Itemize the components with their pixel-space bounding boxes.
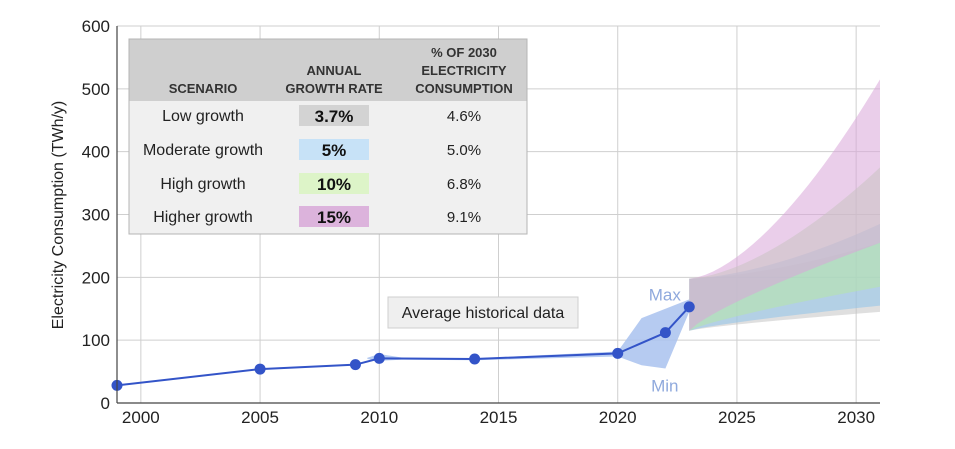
projection-band-3 — [689, 79, 880, 331]
projection-bands — [689, 79, 880, 331]
row-rate: 3.7% — [315, 107, 354, 126]
max-label: Max — [649, 286, 682, 305]
series-line — [116, 306, 690, 387]
data-point — [469, 353, 481, 365]
historical-range-band — [367, 299, 690, 369]
y-tick-label: 400 — [82, 143, 110, 162]
min-label: Min — [651, 377, 678, 396]
row-scenario: Low growth — [162, 108, 244, 125]
table-rows: Low growth 3.7% 4.6% Moderate growth 5% 5.0% H… — [143, 105, 481, 227]
rate-swatch — [299, 139, 369, 160]
row-pct: 5.0% — [447, 142, 481, 159]
header-pct-2: ELECTRICITY — [421, 63, 507, 78]
scenario-table: SCENARIO ANNUAL GROWTH RATE % OF 2030 EL… — [128, 38, 528, 235]
x-tick-label: 2000 — [122, 408, 160, 427]
rate-swatch — [299, 173, 369, 194]
historical-range — [367, 299, 690, 369]
annotation-text: Average historical data — [402, 305, 565, 322]
row-pct: 4.6% — [447, 108, 481, 125]
row-rate: 15% — [317, 208, 351, 227]
data-point — [683, 301, 695, 313]
row-rate: 10% — [317, 175, 351, 194]
data-point — [612, 347, 624, 359]
data-point — [659, 327, 671, 339]
x-tick-label: 2015 — [480, 408, 518, 427]
y-tick-label: 600 — [82, 17, 110, 36]
x-tick-label: 2005 — [241, 408, 279, 427]
row-pct: 6.8% — [447, 176, 481, 193]
header-pct-3: CONSUMPTION — [415, 81, 513, 96]
row-rate: 5% — [322, 141, 347, 160]
rate-swatch — [299, 206, 369, 227]
row-scenario: Higher growth — [153, 209, 253, 226]
y-axis-title: Electricity Consumption (TWh/y) — [50, 101, 67, 330]
y-tick-label: 300 — [82, 206, 110, 225]
axes: 2000 2005 2010 2015 2020 2025 2030 0 100 200 300 40… — [82, 17, 880, 427]
header-scenario: SCENARIO — [169, 81, 238, 96]
x-tick-label: 2030 — [837, 408, 875, 427]
row-scenario: High growth — [160, 176, 245, 193]
row-scenario: Moderate growth — [143, 142, 263, 159]
y-tick-label: 200 — [82, 268, 110, 287]
header-rate-2: GROWTH RATE — [285, 81, 383, 96]
annotation-box: Average historical data — [387, 296, 579, 329]
y-tick-label: 0 — [101, 394, 110, 413]
header-pct-1: % OF 2030 — [431, 45, 497, 60]
series — [111, 301, 695, 391]
data-point — [349, 359, 361, 371]
x-tick-label: 2020 — [599, 408, 637, 427]
table-border — [128, 38, 528, 235]
y-tick-label: 100 — [82, 331, 110, 350]
row-pct: 9.1% — [447, 209, 481, 226]
table-header-bg — [129, 39, 527, 101]
rate-swatch — [299, 105, 369, 126]
x-tick-label: 2025 — [718, 408, 756, 427]
y-tick-label: 500 — [82, 80, 110, 99]
data-point — [373, 352, 385, 364]
x-tick-label: 2010 — [360, 408, 398, 427]
data-point — [254, 363, 266, 375]
header-rate-1: ANNUAL — [307, 63, 362, 78]
